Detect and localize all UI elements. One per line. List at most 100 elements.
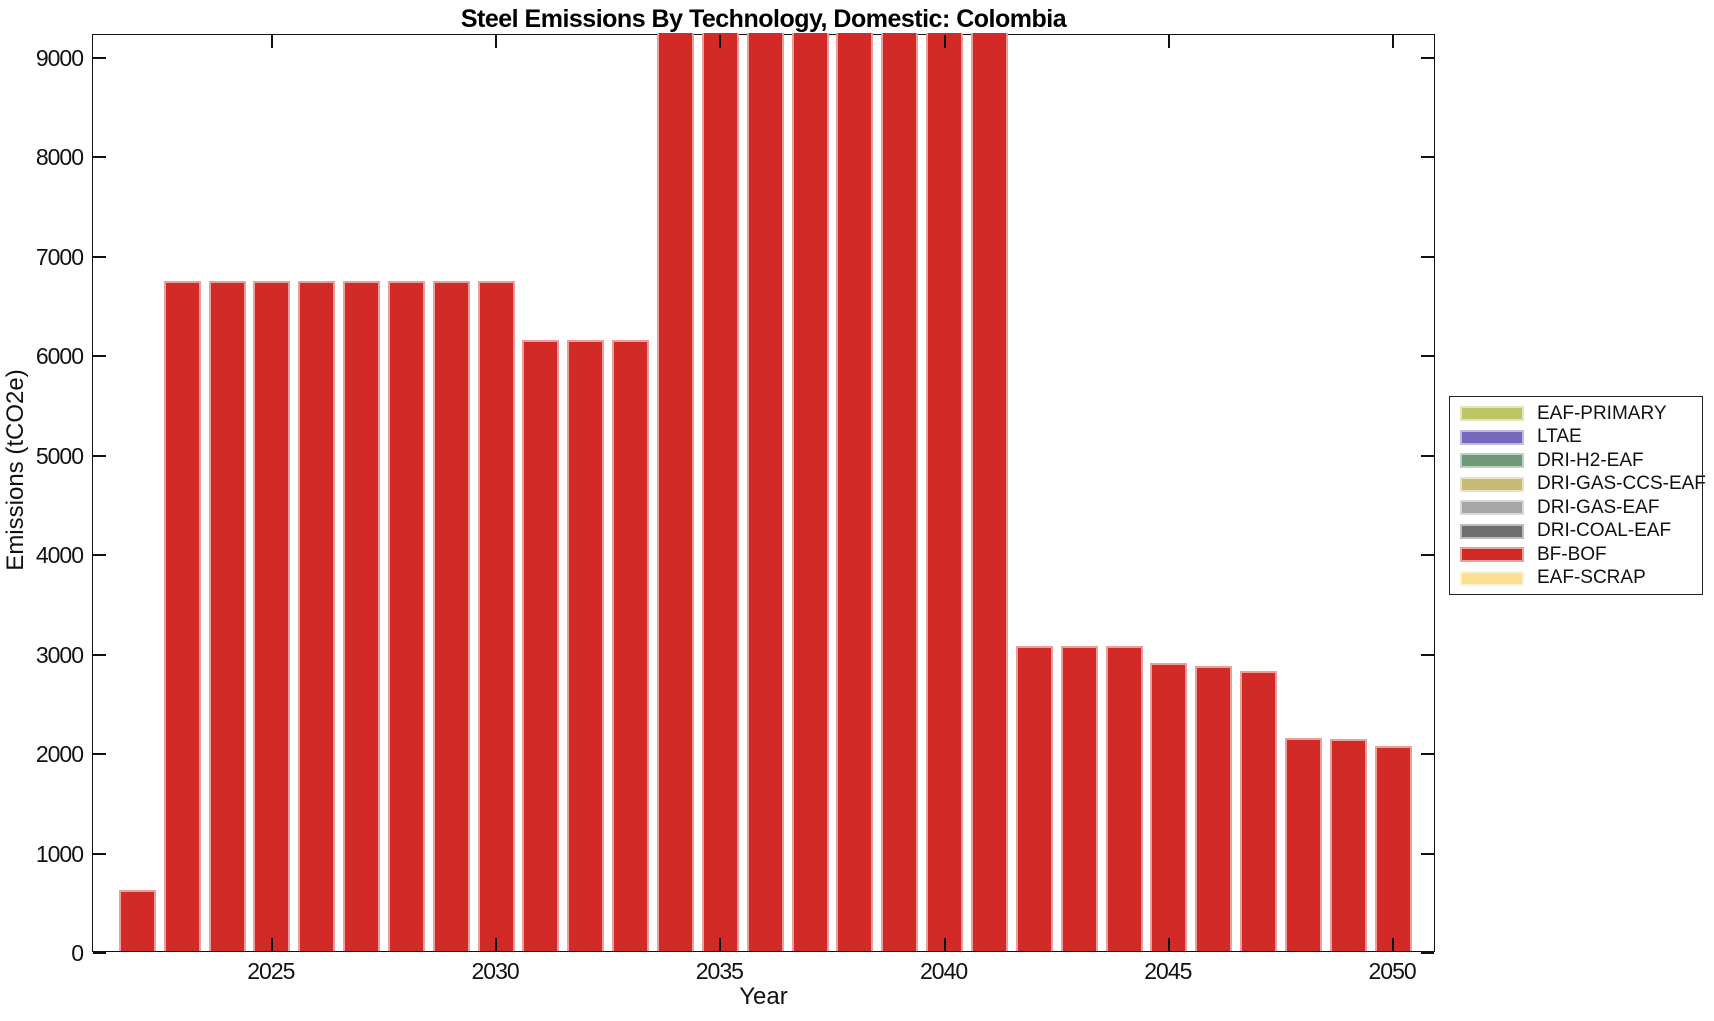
bar-bf-bof-2044 xyxy=(1105,646,1143,951)
bar-bf-bof-2047 xyxy=(1240,670,1278,951)
legend-item-dri-coal-eaf: DRI-COAL-EAF xyxy=(1460,520,1692,544)
legend: EAF-PRIMARY LTAE DRI-H2-EAF DRI-GAS-CCS-EAF… xyxy=(1449,396,1706,595)
bar-bf-bof-2023 xyxy=(163,280,201,951)
x-tick-mark xyxy=(270,35,273,48)
bar-bf-bof-2048 xyxy=(1284,737,1322,951)
x-tick-mark xyxy=(495,35,498,48)
legend-swatch-ltae xyxy=(1460,429,1524,445)
y-tick-mark xyxy=(1421,156,1434,159)
legend-swatch-dri-coal-eaf xyxy=(1460,523,1524,539)
y-tick-mark xyxy=(93,852,106,855)
y-tick-mark xyxy=(1421,56,1434,59)
legend-label: DRI-GAS-CCS-EAF xyxy=(1537,473,1706,495)
bar-bf-bof-2041 xyxy=(970,33,1008,951)
y-tick-label: 0 xyxy=(71,940,84,966)
bar-bf-bof-2037 xyxy=(791,33,829,951)
y-tick-mark xyxy=(1421,355,1434,358)
legend-item-eaf-scrap: EAF-SCRAP xyxy=(1460,567,1692,591)
bar-bf-bof-2029 xyxy=(432,280,470,951)
bar-bf-bof-2028 xyxy=(387,280,425,951)
legend-label: EAF-PRIMARY xyxy=(1537,402,1667,424)
chart-title: Steel Emissions By Technology, Domestic:… xyxy=(460,5,1067,33)
bar-bf-bof-2034 xyxy=(657,33,694,951)
y-tick-mark xyxy=(93,255,106,258)
y-tick-label: 1000 xyxy=(35,840,84,867)
x-tick-mark xyxy=(943,938,946,951)
x-tick-mark xyxy=(495,938,498,951)
legend-swatch-eaf-scrap xyxy=(1460,570,1524,586)
legend-label: LTAE xyxy=(1537,426,1582,448)
legend-label: BF-BOF xyxy=(1537,543,1607,565)
legend-swatch-eaf-primary xyxy=(1460,406,1524,422)
y-tick-mark xyxy=(1421,852,1434,855)
y-tick-mark xyxy=(1421,554,1434,557)
y-tick-mark xyxy=(93,554,106,557)
y-tick-label: 8000 xyxy=(35,144,84,171)
legend-item-bf-bof: BF-BOF xyxy=(1460,543,1692,567)
y-tick-mark xyxy=(93,454,106,457)
bar-bf-bof-2040 xyxy=(926,33,964,951)
y-tick-label: 9000 xyxy=(35,44,84,71)
legend-label: EAF-SCRAP xyxy=(1537,567,1646,589)
bar-bf-bof-2031 xyxy=(522,340,560,951)
y-tick-mark xyxy=(1421,753,1434,756)
legend-label: DRI-H2-EAF xyxy=(1537,449,1644,471)
bar-bf-bof-2026 xyxy=(298,280,336,951)
bar-bf-bof-2030 xyxy=(477,280,515,951)
x-tick-mark xyxy=(270,938,273,951)
y-tick-mark xyxy=(93,56,106,59)
y-tick-mark xyxy=(93,653,106,656)
x-tick-label: 2025 xyxy=(247,958,295,984)
y-axis-label: Emissions (tCO2e) xyxy=(2,369,29,571)
legend-item-eaf-primary: EAF-PRIMARY xyxy=(1460,402,1692,426)
y-tick-mark xyxy=(93,753,106,756)
bar-bf-bof-2049 xyxy=(1329,739,1367,951)
plot-area xyxy=(92,33,1435,954)
y-tick-mark xyxy=(93,355,106,358)
bar-bf-bof-2022 xyxy=(118,890,156,951)
x-tick-label: 2040 xyxy=(920,958,968,984)
bar-bf-bof-2024 xyxy=(208,280,246,951)
legend-label: DRI-GAS-EAF xyxy=(1537,496,1660,518)
y-tick-mark xyxy=(1421,454,1434,457)
y-tick-label: 6000 xyxy=(35,343,84,370)
legend-item-ltae: LTAE xyxy=(1460,426,1692,450)
x-tick-label: 2030 xyxy=(471,958,520,984)
x-tick-mark xyxy=(719,35,722,48)
bar-bf-bof-2027 xyxy=(343,280,381,951)
bar-bf-bof-2032 xyxy=(567,340,605,951)
x-tick-label: 2045 xyxy=(1144,958,1192,984)
bar-bf-bof-2042 xyxy=(1015,646,1053,951)
bar-bf-bof-2046 xyxy=(1195,666,1233,951)
bar-bf-bof-2038 xyxy=(836,33,874,951)
bar-bf-bof-2025 xyxy=(253,280,291,951)
y-tick-label: 7000 xyxy=(35,243,84,270)
y-tick-label: 2000 xyxy=(35,741,84,768)
legend-label: DRI-COAL-EAF xyxy=(1537,520,1672,542)
bar-bf-bof-2045 xyxy=(1150,663,1188,951)
bar-bf-bof-2039 xyxy=(881,33,919,951)
y-tick-mark xyxy=(93,952,106,954)
y-tick-mark xyxy=(1421,653,1434,656)
bar-bf-bof-2035 xyxy=(701,33,739,951)
legend-swatch-dri-gas-ccs-eaf xyxy=(1460,476,1524,492)
legend-swatch-dri-gas-eaf xyxy=(1460,500,1524,516)
bar-bf-bof-2050 xyxy=(1374,746,1412,951)
x-tick-mark xyxy=(943,35,946,48)
legend-item-dri-gas-eaf: DRI-GAS-EAF xyxy=(1460,496,1692,520)
bar-bf-bof-2033 xyxy=(612,340,650,951)
y-tick-mark xyxy=(1421,952,1434,954)
x-tick-label: 2035 xyxy=(695,958,744,984)
x-tick-label: 2050 xyxy=(1368,958,1417,984)
y-tick-mark xyxy=(1421,255,1434,258)
legend-item-dri-gas-ccs-eaf: DRI-GAS-CCS-EAF xyxy=(1460,473,1706,497)
legend-item-dri-h2-eaf: DRI-H2-EAF xyxy=(1460,449,1692,473)
legend-swatch-dri-h2-eaf xyxy=(1460,453,1524,469)
bar-bf-bof-2036 xyxy=(746,33,784,951)
x-tick-mark xyxy=(1392,35,1395,48)
bar-bf-bof-2043 xyxy=(1060,646,1098,951)
x-tick-mark xyxy=(719,938,722,951)
x-tick-mark xyxy=(1167,938,1170,951)
bars-layer xyxy=(93,33,1434,951)
